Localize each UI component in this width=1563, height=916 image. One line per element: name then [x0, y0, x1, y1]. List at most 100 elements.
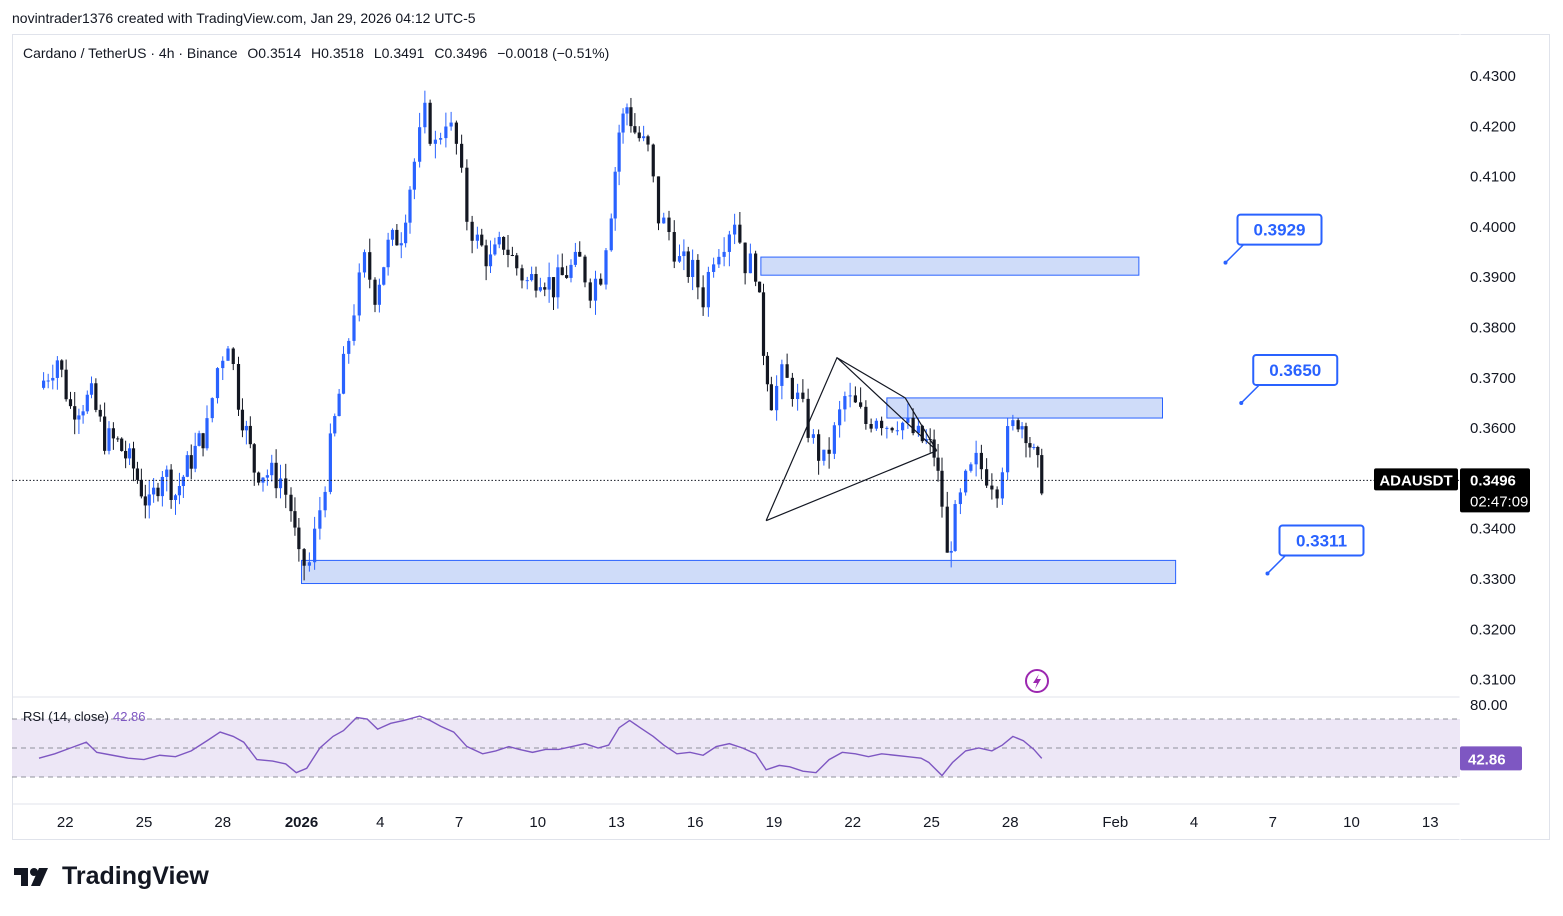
time-tick-label: 4: [376, 814, 384, 831]
candle-body: [593, 278, 598, 301]
price-tick-label: 0.4100: [1470, 169, 1516, 186]
candle-body: [696, 259, 700, 288]
candle-body: [284, 478, 288, 495]
candle-body: [637, 132, 641, 139]
candle-body: [73, 406, 77, 420]
candle-body: [386, 239, 390, 268]
candle-body: [444, 126, 448, 139]
time-tick-label: 7: [455, 814, 463, 831]
candle-body: [1006, 426, 1010, 473]
candle-body: [958, 492, 962, 505]
candle-body: [506, 249, 510, 255]
candle-body: [77, 415, 81, 420]
candle-body: [646, 136, 650, 145]
rsi-line: [38, 715, 1043, 777]
candle-body: [368, 252, 372, 280]
callout-anchor: [1239, 400, 1244, 405]
callout-box: [1252, 353, 1339, 386]
candle-body: [362, 252, 367, 273]
candle-body: [64, 369, 68, 400]
candle-body: [265, 475, 269, 478]
time-tick-label: 19: [766, 814, 783, 831]
candle-body: [352, 315, 356, 341]
candle-body: [722, 251, 726, 257]
candle-body: [578, 251, 582, 257]
candle-body: [111, 428, 115, 439]
price-tick-label: 0.3300: [1470, 571, 1516, 588]
candle-body: [556, 267, 560, 298]
candle-body: [733, 224, 737, 235]
candle-body: [236, 363, 241, 410]
candle-body: [46, 380, 50, 382]
candle-body: [790, 377, 794, 400]
rsi-label: RSI (14, close): [23, 709, 109, 724]
candle-body: [165, 469, 169, 477]
candle-body: [525, 280, 529, 282]
symbol-name: Cardano / TetherUS · 4h · Binance: [23, 45, 238, 61]
candle-body: [547, 277, 551, 290]
rsi-legend[interactable]: RSI (14, close) 42.86: [23, 709, 146, 724]
candle-body: [470, 221, 474, 241]
candle-body: [534, 274, 538, 291]
candle-body: [906, 417, 910, 423]
candle-body: [460, 143, 464, 168]
candle-body: [817, 434, 821, 461]
candle-body: [613, 171, 617, 219]
candle-body: [642, 136, 646, 139]
rsi-legend-value: 42.86: [112, 709, 146, 724]
zone-box: [301, 559, 1177, 585]
candle-body: [543, 287, 547, 290]
price-tick-label: 0.3200: [1470, 621, 1516, 638]
candle-body: [890, 427, 894, 431]
time-tick-label: Feb: [1102, 814, 1128, 831]
triangle-lower-line: [765, 450, 937, 522]
candle-body: [706, 271, 710, 308]
candle-body: [337, 393, 341, 417]
candle-body: [215, 368, 220, 399]
candle-body: [832, 425, 836, 454]
candle-body: [341, 353, 346, 394]
candle-body: [874, 420, 878, 429]
candle-body: [173, 495, 178, 500]
candle-body: [754, 253, 758, 282]
candle-body: [864, 406, 868, 424]
ohlc-high: H0.3518: [311, 45, 364, 61]
price-tick-label: 0.3800: [1470, 320, 1516, 337]
candle-body: [738, 224, 742, 243]
tradingview-logo-text: TradingView: [62, 862, 209, 890]
candle-body: [323, 491, 327, 511]
candle-body: [806, 398, 810, 438]
time-axis[interactable]: 22 25 28 2026 4 7 10 13 16 19 22 25 28 Feb 4 7 10 13: [57, 814, 1439, 831]
price-axis[interactable]: 0.4300 0.4200 0.4100 0.4000 0.3900 0.3800 0.37…: [1470, 68, 1516, 689]
candle-body: [98, 409, 102, 417]
candle-body: [318, 510, 322, 529]
candle-body: [51, 377, 55, 381]
candle-body: [221, 360, 225, 369]
candle-body: [885, 427, 889, 429]
rsi-value-badge: 42.86: [1460, 746, 1522, 771]
candle-body: [135, 468, 140, 480]
candle-body: [399, 243, 403, 246]
candle-body: [801, 392, 805, 399]
ticker-badge[interactable]: ADAUSDT: [1374, 468, 1458, 491]
price-badge: 0.3496 02:47:09: [1460, 468, 1530, 513]
candle-body: [252, 444, 256, 473]
candle-body: [717, 256, 721, 265]
candle-body: [328, 433, 332, 492]
candle-body: [454, 122, 458, 144]
tradingview-logo[interactable]: TradingView: [14, 862, 209, 891]
candle-body: [193, 445, 197, 469]
candle-body: [785, 364, 789, 378]
lightning-icon[interactable]: [1025, 669, 1049, 693]
candle-body: [936, 457, 940, 471]
price-tick-label: 0.4300: [1470, 68, 1516, 85]
candle-body: [297, 527, 301, 550]
candle-body: [625, 107, 629, 114]
candle-body: [439, 138, 443, 140]
candle-body: [404, 222, 408, 244]
candle-body: [1028, 443, 1032, 448]
symbol-legend[interactable]: Cardano / TetherUS · 4h · Binance O0.351…: [23, 45, 615, 61]
candle-body: [920, 425, 924, 442]
price-tick-label: 0.3100: [1470, 672, 1516, 689]
